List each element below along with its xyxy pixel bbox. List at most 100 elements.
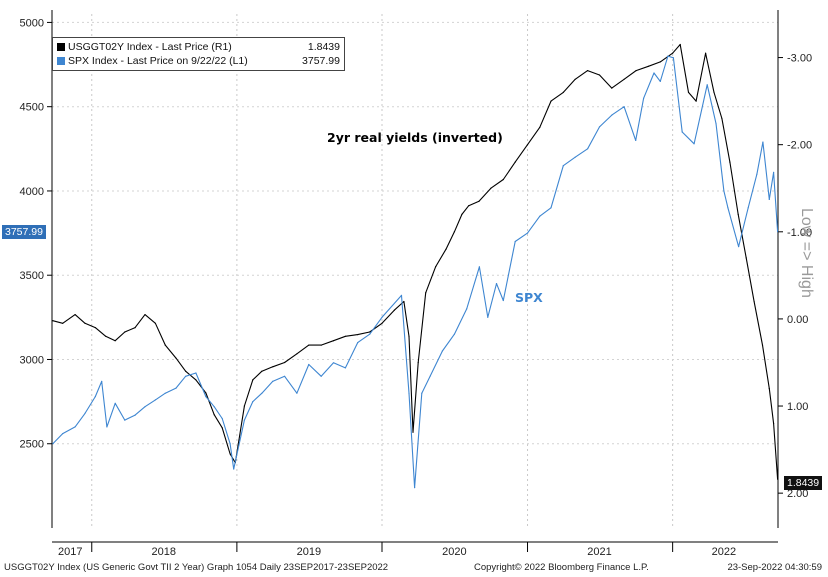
data-point-yields xyxy=(659,61,661,63)
data-point-yields xyxy=(417,361,419,364)
data-point-yields xyxy=(52,320,54,322)
data-point-spx xyxy=(466,308,468,310)
right-tick-label: -1.00 xyxy=(787,227,812,239)
x-tick-label: 2022 xyxy=(712,546,736,558)
data-point-yields xyxy=(296,353,298,355)
legend-label-spx: SPX Index - Last Price on 9/22/22 (L1) xyxy=(68,55,248,67)
left-tick-label: 3000 xyxy=(20,354,44,366)
left-tick-label: 4000 xyxy=(20,186,44,198)
legend-swatch-spx xyxy=(57,57,65,65)
data-point-spx xyxy=(381,316,383,318)
legend-value-spx: 3757.99 xyxy=(302,55,340,67)
data-point-spx xyxy=(762,141,764,143)
data-point-yields xyxy=(105,335,107,337)
data-point-spx xyxy=(221,417,223,420)
data-point-yields xyxy=(124,331,126,333)
data-point-spx xyxy=(94,396,96,398)
data-point-spx xyxy=(550,207,552,209)
data-point-spx xyxy=(562,165,564,167)
data-point-yields xyxy=(611,87,613,89)
x-tick-label: 2019 xyxy=(297,546,321,558)
data-point-yields xyxy=(768,388,770,390)
data-point-spx xyxy=(408,392,410,394)
legend-value-yields: 1.8439 xyxy=(307,41,340,53)
data-point-spx xyxy=(681,131,683,133)
data-point-yields xyxy=(737,213,739,215)
data-point-yields xyxy=(332,340,335,342)
data-point-yields xyxy=(344,335,346,337)
data-point-spx xyxy=(574,156,576,158)
axes xyxy=(47,10,783,552)
data-point-yields xyxy=(773,422,775,425)
data-point-yields xyxy=(705,52,707,54)
legend-swatch-yields xyxy=(57,43,65,51)
data-point-spx xyxy=(643,97,645,99)
data-point-spx xyxy=(747,207,749,209)
data-point-yields xyxy=(623,78,625,80)
data-point-yields xyxy=(550,100,552,102)
data-point-spx xyxy=(243,419,245,421)
data-point-yields xyxy=(381,322,383,324)
data-point-spx xyxy=(101,380,103,382)
tick-labels: 2500 3000 3500 4000 4500 5000 -3.00 -2.00 -1.00 0… xyxy=(20,17,813,558)
data-point-yields xyxy=(62,322,64,324)
data-point-yields xyxy=(408,335,410,337)
data-point-spx xyxy=(205,396,207,398)
x-tick-label: 2021 xyxy=(587,546,611,558)
data-point-spx xyxy=(308,363,310,366)
data-point-spx xyxy=(233,468,235,470)
data-point-spx xyxy=(400,294,403,296)
data-point-spx xyxy=(768,198,770,200)
legend-entry-spx: SPX Index - Last Price on 9/22/22 (L1) 3… xyxy=(57,54,340,68)
data-point-spx xyxy=(659,80,661,82)
data-point-spx xyxy=(213,406,215,408)
right-tick-label: 1.00 xyxy=(787,401,808,413)
series-lines xyxy=(52,43,779,489)
data-point-yields xyxy=(647,65,650,67)
data-point-spx xyxy=(773,171,775,173)
data-point-yields xyxy=(562,91,564,93)
data-point-yields xyxy=(777,478,779,480)
last-value-tag-yields: 1.8439 xyxy=(784,476,823,490)
data-point-spx xyxy=(332,362,335,364)
data-point-spx xyxy=(296,392,298,394)
data-point-spx xyxy=(414,487,416,489)
data-point-yields xyxy=(587,70,589,72)
data-point-yields xyxy=(598,74,601,76)
data-point-spx xyxy=(478,266,480,268)
data-point-yields xyxy=(514,161,516,163)
data-point-spx xyxy=(369,333,371,335)
data-point-spx xyxy=(526,232,529,234)
left-tick-label: 3500 xyxy=(20,270,44,282)
data-point-yields xyxy=(745,257,747,259)
data-point-spx xyxy=(623,106,625,108)
right-axis-label: Low => High xyxy=(798,208,815,298)
data-point-spx xyxy=(357,342,359,344)
data-point-yields xyxy=(490,187,492,189)
x-tick-label: 2017 xyxy=(58,546,82,558)
data-point-spx xyxy=(284,375,286,377)
data-point-yields xyxy=(453,231,455,233)
data-point-yields xyxy=(574,78,576,80)
data-point-yields xyxy=(393,309,395,311)
data-point-yields xyxy=(185,370,187,372)
data-point-yields xyxy=(672,52,674,54)
data-point-spx xyxy=(106,426,108,428)
data-point-yields xyxy=(753,300,755,303)
data-point-spx xyxy=(195,372,197,374)
data-point-yields xyxy=(320,344,322,346)
data-point-yields xyxy=(721,117,723,120)
data-point-yields xyxy=(461,213,463,215)
x-tick-label: 2018 xyxy=(151,546,175,558)
data-point-spx xyxy=(344,367,346,369)
series-line-spx xyxy=(52,55,779,489)
data-point-spx xyxy=(320,375,322,377)
data-point-yields xyxy=(74,314,76,316)
data-point-yields xyxy=(272,366,274,368)
data-point-spx xyxy=(175,387,177,389)
data-point-spx xyxy=(74,426,76,428)
footer: USGGT02Y Index (US Generic Govt TII 2 Ye… xyxy=(0,560,828,577)
data-point-yields xyxy=(761,344,764,346)
data-point-spx xyxy=(587,148,589,150)
